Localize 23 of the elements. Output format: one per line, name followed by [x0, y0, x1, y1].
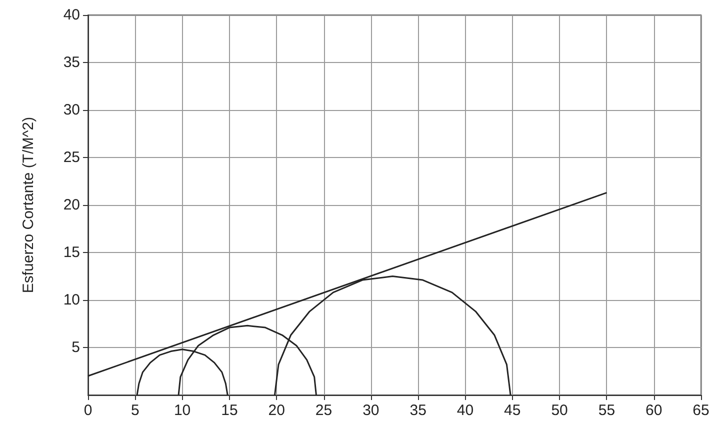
- y-axis-title: Esfuerzo Cortante (T/M^2): [20, 116, 37, 294]
- y-tick-label: 30: [63, 102, 80, 118]
- y-tick-label: 20: [63, 196, 80, 214]
- y-tick-label: 40: [63, 6, 80, 24]
- x-tick-label: 35: [410, 402, 426, 419]
- x-tick-label: 25: [315, 402, 332, 419]
- x-tick-label: 10: [174, 402, 191, 419]
- x-tick-label: 45: [504, 402, 521, 419]
- x-tick-label: 0: [84, 402, 92, 419]
- y-tick-label: 10: [63, 292, 80, 308]
- x-tick-label: 15: [221, 402, 238, 419]
- y-tick-label: 5: [72, 339, 80, 356]
- x-tick-label: 5: [130, 402, 140, 419]
- y-tick-label: 35: [63, 54, 80, 71]
- x-tick-label: 20: [268, 402, 285, 419]
- x-tick-label: 30: [362, 402, 380, 419]
- x-tick-label: 55: [598, 402, 616, 419]
- y-tick-label: 15: [63, 244, 80, 261]
- x-tick-label: 65: [692, 402, 710, 419]
- x-tick-label: 60: [646, 402, 662, 419]
- x-tick-label: 50: [551, 402, 568, 419]
- x-tick-label: 40: [456, 402, 474, 419]
- y-tick-label: 25: [63, 149, 80, 166]
